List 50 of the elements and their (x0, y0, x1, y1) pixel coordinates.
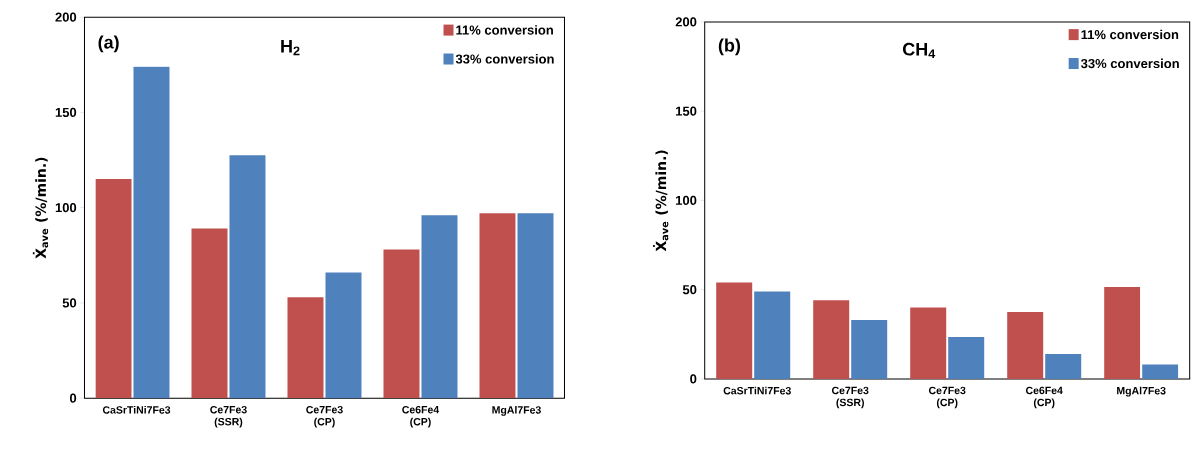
legend-label: 11% conversion (1081, 29, 1179, 40)
y-axis-title: Ẋ$_{ave}$ (%/min.) (653, 150, 669, 252)
bar (1142, 364, 1179, 379)
bar (191, 228, 228, 399)
y-tick-label: 0 (690, 374, 697, 384)
x-tick-label: MgAl7Fe3 (1117, 386, 1166, 397)
annotation: CH$_{4}$ (902, 42, 936, 59)
x-tick-label: Ce7Fe3 (SSR) (210, 405, 247, 428)
y-tick-label: 0 (69, 393, 77, 403)
bar (479, 213, 516, 399)
bar (383, 249, 420, 399)
bar (517, 213, 554, 399)
bar (716, 282, 753, 379)
legend-label: 33% conversion (1080, 58, 1179, 69)
y-tick-label: 200 (55, 12, 77, 22)
bar (1045, 353, 1082, 379)
y-tick-label: 50 (62, 298, 77, 308)
bar (1007, 311, 1044, 379)
bar (851, 319, 888, 379)
bar (813, 300, 850, 379)
y-axis-title: Ẋ$_{ave}$ (%/min.) (32, 157, 49, 259)
bar (754, 291, 791, 379)
x-tick-label: CaSrTiNi7Fe3 (723, 386, 791, 395)
y-tick-label: 150 (55, 107, 77, 117)
annotation: (b) (718, 38, 741, 56)
y-tick-label: 200 (675, 17, 697, 27)
bar (1104, 286, 1141, 379)
x-tick-label: CaSrTiNi7Fe3 (102, 405, 171, 414)
annotation: H$_{2}$ (281, 39, 300, 56)
legend-label: 33% conversion (455, 54, 554, 64)
bar (133, 66, 170, 399)
annotation: (a) (98, 35, 119, 53)
bar (421, 215, 458, 399)
x-tick-label: Ce7Fe3 (CP) (306, 405, 343, 428)
x-tick-label: Ce6Fe4 (CP) (402, 405, 440, 428)
bar (229, 155, 266, 399)
bar (948, 336, 985, 379)
y-tick-label: 50 (682, 285, 697, 295)
bar (910, 307, 947, 379)
y-tick-label: 150 (676, 106, 697, 116)
x-tick-label: Ce7Fe3 (SSR) (831, 386, 869, 409)
y-tick-label: 100 (676, 195, 697, 205)
y-tick-label: 100 (55, 203, 77, 213)
bar (325, 272, 362, 399)
bar (95, 179, 132, 399)
x-tick-label: MgAl7Fe3 (492, 405, 541, 416)
bar (287, 297, 324, 399)
x-tick-label: Ce7Fe3 (CP) (928, 386, 966, 409)
x-tick-label: Ce6Fe4 (CP) (1025, 386, 1063, 409)
legend-label: 11% conversion (456, 25, 553, 35)
